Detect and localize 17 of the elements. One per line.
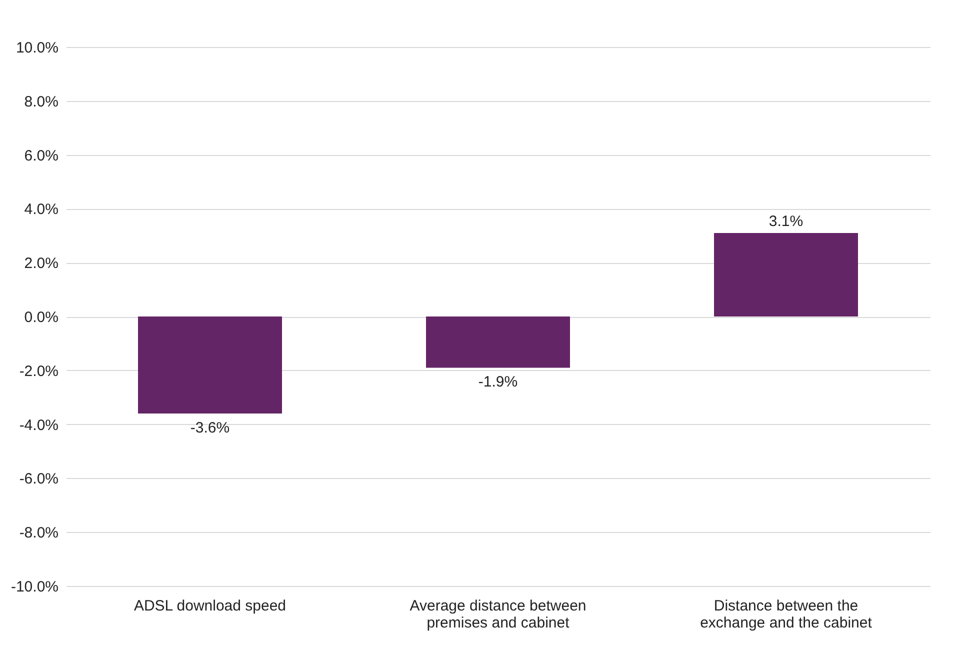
data-label: -3.6% xyxy=(190,420,230,437)
y-tick-label: -6.0% xyxy=(19,470,58,488)
y-tick-label: -8.0% xyxy=(19,524,58,542)
y-tick-label: 0.0% xyxy=(24,309,58,326)
y-tick-label: 2.0% xyxy=(24,255,58,272)
y-tick-label: 4.0% xyxy=(24,201,58,218)
y-tick-label: -10.0% xyxy=(10,578,58,596)
data-label: -1.9% xyxy=(478,374,518,391)
x-tick-label: Average distance between premises and cabinet xyxy=(410,598,586,632)
y-tick-label: 6.0% xyxy=(24,147,58,164)
x-tick-label: Distance between the exchange and the cabinet xyxy=(700,598,873,632)
data-label: 3.1% xyxy=(768,212,804,230)
y-tick-label: 10.0% xyxy=(16,40,58,56)
x-tick-label: ADSL download speed xyxy=(134,598,286,614)
y-tick-label: -4.0% xyxy=(19,416,58,434)
y-tick-label: 8.0% xyxy=(24,93,58,110)
y-tick-label: -2.0% xyxy=(19,362,58,380)
